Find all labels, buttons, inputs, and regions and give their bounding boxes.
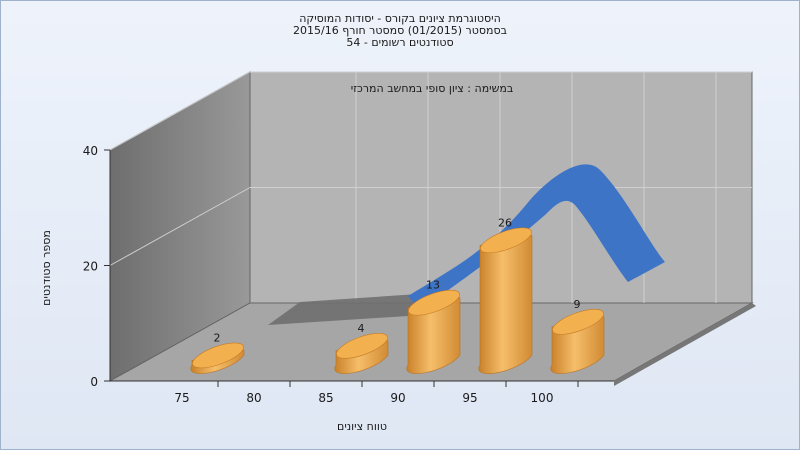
- bar: 2: [190, 331, 245, 374]
- distribution-curve: [408, 164, 665, 310]
- bar-value-label: 2: [214, 331, 221, 344]
- x-tick-label: 80: [246, 391, 261, 405]
- bar-top: [480, 227, 532, 254]
- y-tick-label: 20: [83, 260, 98, 274]
- x-axis-label: טווח ציונים: [337, 420, 387, 433]
- bar-value-label: 13: [426, 279, 440, 292]
- x-tick-label: 95: [462, 391, 477, 405]
- grid-line-side: [109, 187, 251, 266]
- floor-ribbon: [268, 294, 418, 325]
- chart-title-line-2: בסמסטר (01/2015) סמסטר חורף 2015/16: [293, 24, 507, 37]
- bar-body: [406, 297, 461, 374]
- x-tick-label: 90: [390, 391, 405, 405]
- x-tick-label: 100: [531, 391, 554, 405]
- bar-top: [552, 309, 604, 335]
- chart-subtitle: במשימה : ציון סופי במחשב המרכזי: [351, 82, 514, 95]
- bar: 4: [334, 322, 389, 374]
- y-tick-label: 40: [83, 144, 98, 158]
- bar-top: [336, 333, 388, 359]
- bar-body: [478, 235, 533, 374]
- grid-line-side: [109, 71, 251, 151]
- chart-title-line-1: היסטוגרמת ציונים בקורס - יסודות המוסיקה: [299, 12, 501, 25]
- bar-value-label: 9: [574, 298, 581, 311]
- y-ticks: 0 20 40: [83, 144, 110, 389]
- x-ticks: 75 80 85 90 95 100: [174, 381, 579, 405]
- x-tick-label: 85: [318, 391, 333, 405]
- grid: [109, 71, 752, 303]
- y-axis-label: מספר סטודנטים: [40, 230, 53, 306]
- chart-title-line-3: סטודנטים רשומים - 54: [346, 36, 453, 49]
- bar-value-label: 26: [498, 216, 512, 229]
- bar-top: [192, 342, 244, 369]
- bar: 26: [478, 216, 533, 374]
- bars-group: 2 4 13 26 9: [190, 216, 605, 374]
- y-tick-label: 0: [90, 375, 98, 389]
- floor-front-edge: [614, 303, 756, 386]
- bar-top: [408, 289, 460, 316]
- bar: 9: [550, 298, 605, 374]
- x-tick-label: 75: [174, 391, 189, 405]
- bar-value-label: 4: [358, 322, 365, 335]
- bar: 13: [406, 279, 461, 374]
